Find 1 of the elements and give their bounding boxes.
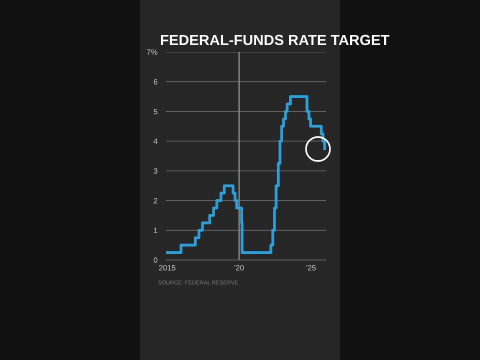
chart-title: FEDERAL-FUNDS RATE TARGET — [160, 34, 390, 46]
